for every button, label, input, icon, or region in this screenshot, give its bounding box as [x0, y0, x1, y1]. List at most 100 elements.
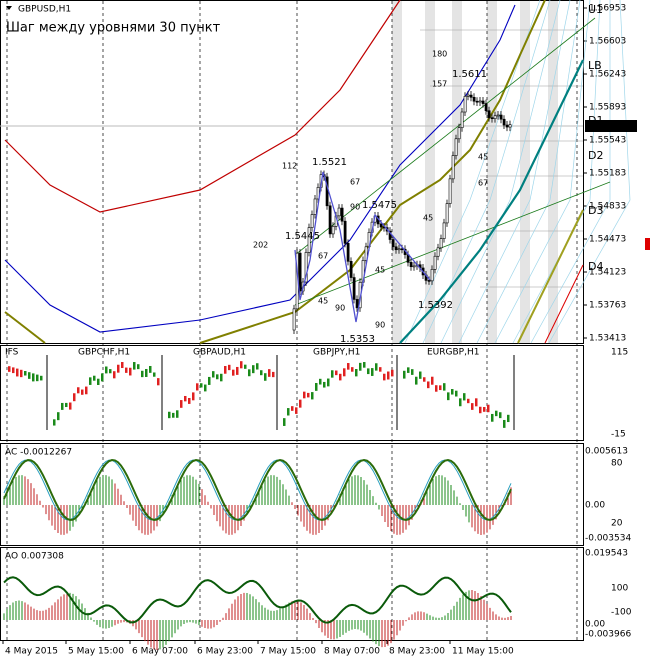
level-label: D4: [588, 260, 603, 273]
current-price: 1.55696: [589, 122, 626, 132]
menu-arrow[interactable]: [6, 6, 12, 10]
mini-candle: [387, 371, 390, 380]
mini-candle: [303, 391, 306, 399]
candle-body: [439, 238, 443, 249]
panel-label: IFS: [5, 348, 19, 358]
candle-body: [451, 155, 455, 180]
session-band: [487, 1, 497, 343]
fan-line: [476, 0, 581, 344]
mini-candle: [467, 398, 470, 404]
annotation: 45: [375, 266, 385, 275]
mini-candle: [371, 368, 374, 376]
fan-line: [548, 0, 631, 344]
time-label: 6 May 23:00: [197, 647, 253, 657]
mini-candle: [196, 383, 199, 391]
mini-candle: [224, 366, 227, 374]
candle-body: [478, 100, 482, 103]
mini-candle: [256, 363, 259, 370]
mini-candle: [125, 367, 128, 373]
annotation: 45: [318, 297, 328, 306]
mini-candle: [463, 393, 466, 401]
mini-candle: [475, 398, 478, 407]
panel-label: AO 0.007308: [5, 552, 64, 562]
mini-candle: [431, 376, 434, 385]
ma-olive-left: [4, 311, 46, 344]
price-label: 1.54123: [589, 268, 626, 278]
mini-candle: [272, 371, 275, 378]
candle-body: [442, 222, 446, 239]
candle-body: [430, 269, 434, 282]
candle-body: [388, 230, 392, 240]
mini-candle: [141, 370, 144, 378]
mini-candle: [351, 367, 354, 372]
mini-candle: [61, 402, 64, 410]
scale-label: 0.005613: [585, 447, 628, 457]
candle-body: [391, 239, 395, 248]
candle-body: [412, 265, 416, 268]
panel-frame: [0, 345, 584, 441]
candle-body: [448, 178, 452, 204]
mini-candle: [415, 376, 418, 385]
fan-line: [512, 0, 601, 344]
session-band: [548, 1, 558, 343]
candle-body: [493, 115, 497, 119]
mini-candle: [105, 366, 108, 374]
mini-candle: [411, 369, 414, 375]
scale-label: -15: [611, 430, 626, 440]
time-label: 4 May 2015: [5, 647, 58, 657]
annotation: 1.5521: [312, 157, 347, 168]
mini-candle: [268, 369, 271, 377]
mini-candle: [93, 375, 96, 381]
mini-candle: [176, 410, 179, 418]
mini-candle: [459, 398, 462, 407]
candle-body: [502, 118, 506, 126]
price-label: 1.54833: [589, 202, 626, 212]
candle-body: [436, 247, 440, 257]
mini-candle: [153, 372, 156, 377]
mini-candle: [16, 368, 19, 377]
mini-candle: [85, 386, 88, 395]
panel-frame: [0, 443, 584, 546]
mini-candle: [232, 369, 235, 376]
panel-label: AC -0.0012267: [5, 448, 72, 458]
mini-candle: [69, 402, 72, 410]
scale-label: 0.00: [585, 620, 605, 630]
mini-candle: [419, 371, 422, 379]
fan-line: [458, 0, 571, 344]
candle-body: [364, 246, 368, 261]
session-band: [520, 1, 530, 343]
mini-candle: [28, 372, 31, 379]
mini-candle: [447, 392, 450, 401]
annotation: 1.5353: [340, 334, 375, 345]
mini-candle: [363, 362, 366, 368]
mini-candle: [403, 370, 406, 379]
fan-line: [494, 0, 591, 344]
annotation: 202: [253, 241, 268, 250]
mini-candle: [335, 370, 338, 376]
mini-candle: [244, 364, 247, 369]
time-label: 8 May 07:00: [324, 647, 380, 657]
mini-candle: [471, 403, 474, 410]
candle-body: [337, 207, 341, 217]
candle-body: [313, 198, 317, 215]
mini-candle: [157, 378, 160, 386]
mini-candle: [443, 383, 446, 391]
level-label: D1: [588, 114, 603, 127]
mini-candle: [113, 371, 116, 379]
ma-blue: [4, 4, 516, 333]
mini-candle: [423, 377, 426, 382]
mini-candle: [499, 412, 502, 419]
mini-candle: [117, 364, 120, 373]
fan-line: [440, 0, 561, 344]
mini-candle: [331, 370, 334, 378]
mini-candle: [407, 367, 410, 373]
candle-body: [496, 114, 500, 117]
mini-candle: [240, 361, 243, 369]
annotation: 1.5445: [285, 231, 320, 242]
annotation: 90: [375, 321, 385, 330]
mini-candle: [220, 373, 223, 382]
panel-frame: [0, 547, 584, 641]
candle-body: [394, 246, 398, 251]
